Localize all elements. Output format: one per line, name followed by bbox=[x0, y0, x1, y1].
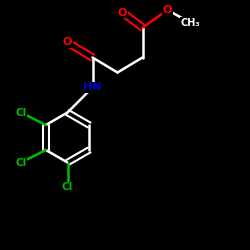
Text: O: O bbox=[63, 38, 72, 48]
Text: Cl: Cl bbox=[62, 182, 73, 192]
Text: Cl: Cl bbox=[15, 108, 26, 118]
Text: O: O bbox=[118, 8, 127, 18]
Text: O: O bbox=[163, 5, 172, 15]
Text: Cl: Cl bbox=[15, 158, 26, 168]
Text: CH₃: CH₃ bbox=[180, 18, 200, 28]
Text: HN: HN bbox=[83, 82, 102, 92]
